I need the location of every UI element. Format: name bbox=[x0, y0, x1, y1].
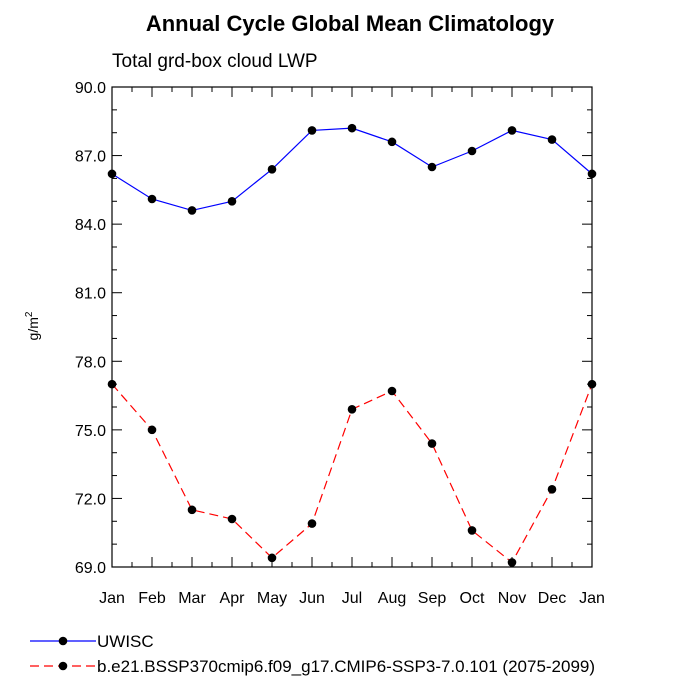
data-point-series-1 bbox=[307, 126, 317, 135]
data-point-series-2 bbox=[547, 484, 557, 494]
y-axis-label-unit: g/m bbox=[25, 317, 41, 340]
data-point-series-2 bbox=[507, 558, 517, 567]
y-tick-label: 69.0 bbox=[75, 560, 106, 577]
x-tick-label: Dec bbox=[538, 590, 566, 607]
x-tick-label: Jan bbox=[99, 590, 125, 607]
plot-area: 90.0 87.0 84.0 81.0 78.0 75.0 72.0 69.0 Jan Feb Ma… bbox=[75, 80, 605, 607]
chart-subtitle: Total grd-box cloud LWP bbox=[112, 51, 318, 72]
data-point-series-2 bbox=[187, 505, 197, 515]
legend-marker-1 bbox=[58, 636, 68, 646]
x-tick-label: Feb bbox=[138, 590, 166, 607]
data-point-series-1 bbox=[227, 196, 237, 206]
series-line-1 bbox=[111, 127, 593, 212]
data-point-series-1 bbox=[507, 126, 517, 135]
x-tick-label: Mar bbox=[178, 590, 206, 607]
x-tick-label: May bbox=[257, 590, 287, 607]
y-tick-label: 81.0 bbox=[75, 286, 106, 303]
x-tick-label: Sep bbox=[418, 590, 447, 607]
data-point-series-2 bbox=[427, 439, 437, 448]
x-tick-label: Oct bbox=[460, 590, 485, 607]
y-axis-label: g/m2 bbox=[24, 311, 41, 340]
y-tick-label: 78.0 bbox=[75, 354, 106, 371]
x-tick-label: Aug bbox=[378, 590, 406, 607]
data-point-series-1 bbox=[187, 206, 197, 215]
chart-title: Annual Cycle Global Mean Climatology bbox=[146, 11, 555, 36]
legend-marker-2 bbox=[58, 661, 68, 671]
y-tick-label: 90.0 bbox=[75, 80, 106, 97]
data-point-series-2 bbox=[227, 514, 237, 524]
data-point-series-1 bbox=[427, 162, 437, 172]
data-point-series-2 bbox=[347, 404, 357, 414]
data-point-series-1 bbox=[547, 135, 557, 144]
plot-frame bbox=[111, 86, 593, 568]
y-tick-label: 75.0 bbox=[75, 423, 106, 440]
data-point-series-1 bbox=[347, 123, 357, 133]
data-point-series-1 bbox=[147, 194, 157, 204]
y-tick-label: 84.0 bbox=[75, 217, 106, 234]
x-tick-label: Nov bbox=[498, 590, 526, 607]
y-tick-label: 87.0 bbox=[75, 149, 106, 166]
data-point-series-2 bbox=[147, 425, 157, 435]
y-axis-label-superscript: 2 bbox=[24, 311, 35, 317]
x-tick-label: Jul bbox=[342, 590, 362, 607]
data-point-series-1 bbox=[387, 137, 397, 147]
data-point-series-2 bbox=[267, 553, 277, 563]
x-tick-label: Apr bbox=[220, 590, 246, 607]
data-point-series-1 bbox=[467, 146, 477, 156]
legend: UWISC b.e21.BSSP370cmip6.f09_g17.CMIP6-SS… bbox=[30, 632, 595, 676]
data-point-series-2 bbox=[387, 386, 397, 396]
data-point-series-2 bbox=[307, 519, 317, 528]
y-tick-label: 72.0 bbox=[75, 491, 106, 508]
x-tick-label: Jun bbox=[299, 590, 325, 607]
legend-label-1: UWISC bbox=[97, 632, 154, 651]
data-point-series-2 bbox=[467, 526, 477, 535]
data-point-series-1 bbox=[267, 164, 277, 174]
x-tick-label: Jan bbox=[579, 590, 605, 607]
legend-label-2: b.e21.BSSP370cmip6.f09_g17.CMIP6-SSP3-7.… bbox=[97, 657, 595, 676]
